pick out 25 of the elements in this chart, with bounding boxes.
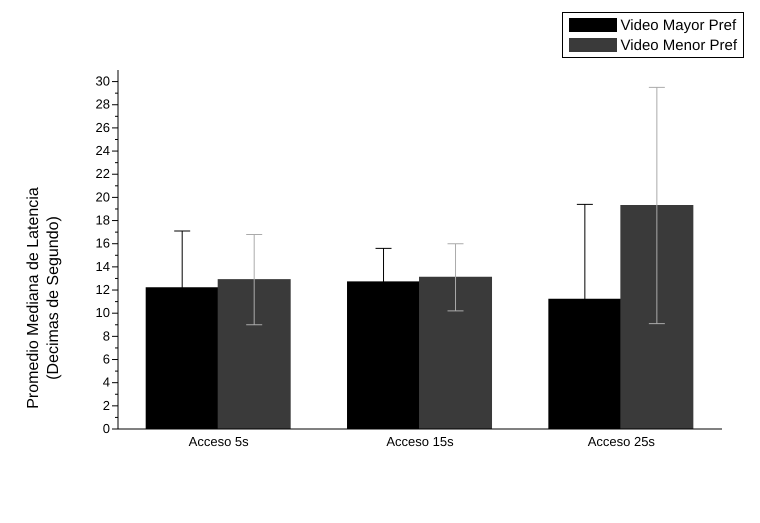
y-tick-label: 10	[96, 305, 110, 320]
bar	[419, 276, 492, 429]
y-tick-label: 22	[96, 166, 110, 182]
bar	[620, 204, 694, 429]
legend-label: Video Menor Pref	[620, 36, 737, 54]
y-tick-label: 6	[102, 352, 110, 367]
x-tick-label: Acceso 5s	[188, 434, 250, 450]
y-axis-title: Promedio Mediana de Latencia (Decimas de Segundo)	[25, 187, 62, 409]
y-tick-label: 18	[96, 212, 110, 228]
x-tick-label: Acceso 15s	[386, 434, 454, 450]
bar	[218, 279, 291, 429]
y-tick-label: 8	[102, 328, 110, 344]
y-tick-label: 14	[96, 258, 110, 274]
y-tick-label: 28	[96, 96, 110, 112]
y-tick-label: 20	[96, 189, 110, 204]
y-tick-label: 30	[96, 74, 110, 89]
y-tick-label: 26	[96, 120, 110, 135]
y-tick-label: 12	[96, 282, 110, 298]
y-tick-label: 2	[102, 398, 110, 413]
y-tick-label: 0	[102, 421, 110, 436]
y-tick-label: 24	[96, 143, 110, 158]
y-tick-label: 4	[102, 374, 110, 390]
x-tick-label: Acceso 25s	[588, 434, 656, 450]
legend-label: Video Mayor Pref	[620, 16, 736, 34]
y-tick-label: 16	[96, 236, 110, 251]
